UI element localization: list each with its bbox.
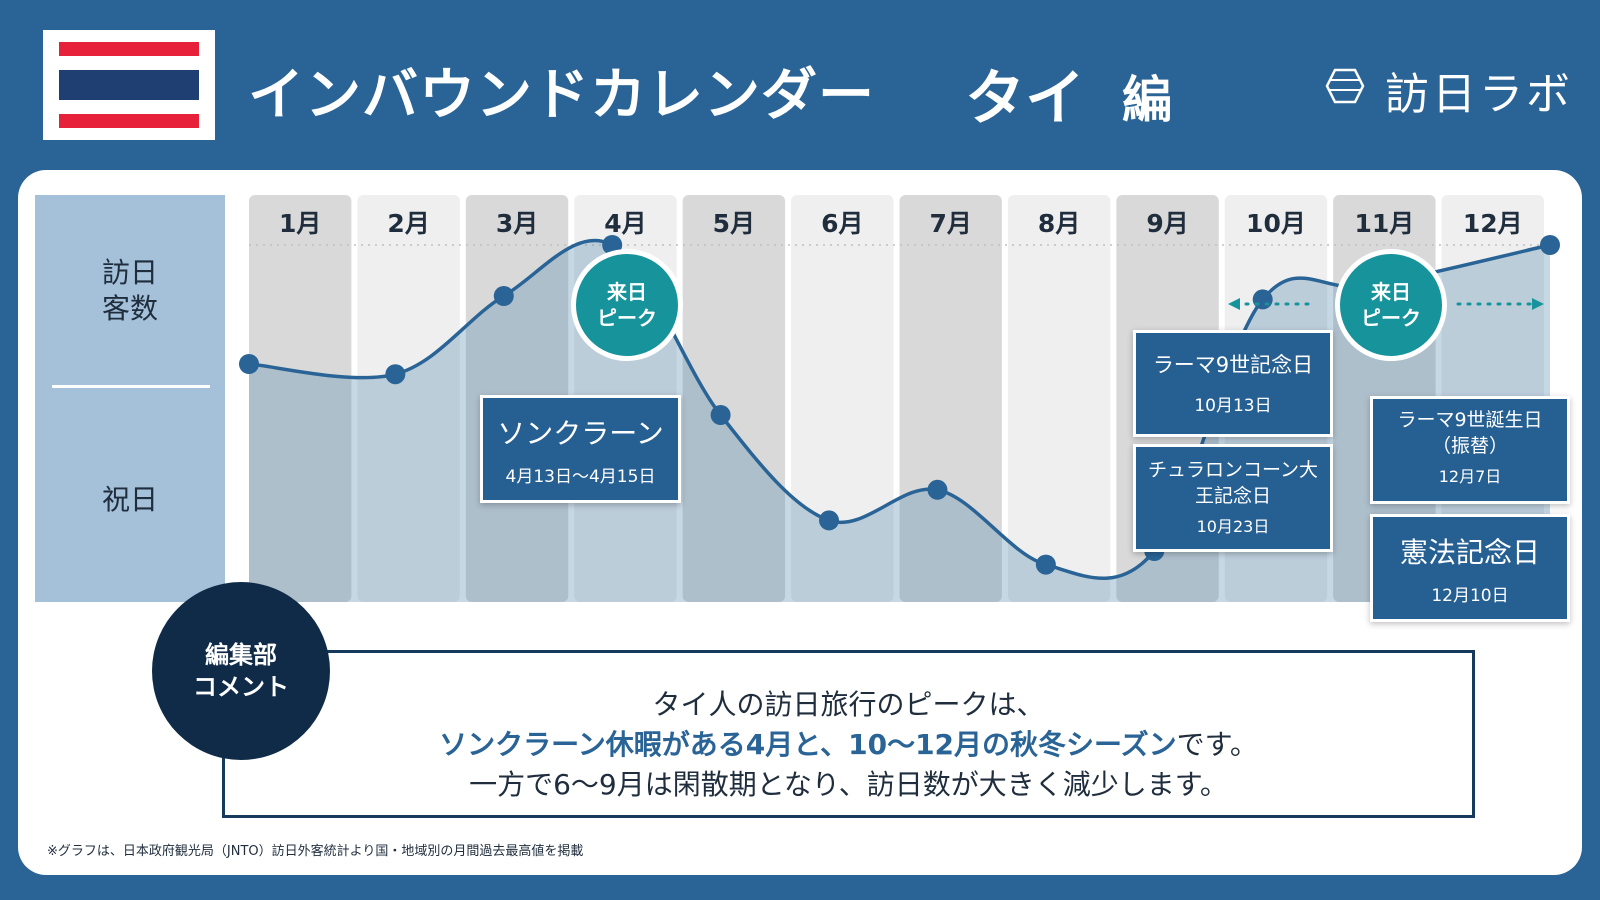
editor-comment-badge: 編集部 コメント bbox=[152, 582, 330, 760]
thailand-flag-icon bbox=[43, 30, 215, 140]
comment-line-2: ソンクラーン休暇がある4月と、10〜12月の秋冬シーズンです。 bbox=[225, 723, 1472, 763]
row-labels-column bbox=[35, 195, 225, 602]
month-column bbox=[791, 195, 894, 602]
event-name: ラーマ9世誕生日（振替） bbox=[1397, 409, 1543, 457]
event-name: ソンクラーン bbox=[497, 417, 664, 450]
month-column bbox=[899, 195, 1002, 602]
event-name: チュラロンコーン大王記念日 bbox=[1147, 459, 1319, 507]
month-label: 5月 bbox=[713, 209, 755, 238]
comment-line-2-tail: です。 bbox=[1176, 728, 1258, 761]
editor-badge-text: コメント bbox=[193, 673, 289, 701]
page-title: インバウンドカレンダー bbox=[248, 63, 875, 128]
event-constitution-day: 憲法記念日 12月10日 bbox=[1370, 514, 1570, 622]
comment-line-1: タイ人の訪日旅行のピークは、 bbox=[652, 688, 1045, 721]
month-label: 2月 bbox=[387, 209, 429, 238]
event-date: 10月13日 bbox=[1194, 396, 1272, 416]
title-suffix: 編 bbox=[1122, 71, 1172, 129]
data-point-6月 bbox=[819, 510, 840, 531]
label-divider bbox=[52, 385, 210, 388]
logo-text: 訪日ラボ bbox=[1385, 69, 1573, 120]
flag-stripe-blue bbox=[59, 70, 199, 100]
peak-badge-text: ピーク bbox=[1361, 306, 1421, 330]
event-rama9-birthday: ラーマ9世誕生日（振替） 12月7日 bbox=[1370, 396, 1570, 504]
event-songkran: ソンクラーン 4月13日〜4月15日 bbox=[480, 395, 681, 503]
peak-badge-text: 来日 bbox=[1371, 280, 1411, 304]
event-date: 10月23日 bbox=[1196, 517, 1270, 536]
visitors-label-line1: 訪日 bbox=[101, 256, 158, 289]
month-label: 7月 bbox=[930, 209, 972, 238]
data-point-8月 bbox=[1035, 554, 1056, 575]
event-date: 12月7日 bbox=[1438, 467, 1502, 486]
month-column bbox=[357, 195, 460, 602]
visitors-label-line2: 客数 bbox=[101, 292, 158, 325]
editor-badge-text: 編集部 bbox=[205, 641, 277, 669]
month-column bbox=[1007, 195, 1111, 602]
event-date: 12月10日 bbox=[1431, 586, 1509, 606]
peak-badge-april: 来日 ピーク bbox=[571, 249, 683, 361]
data-point-10月 bbox=[1252, 289, 1273, 310]
peak-badge-november: 来日 ピーク bbox=[1335, 249, 1447, 361]
data-point-12月 bbox=[1540, 235, 1560, 255]
month-label: 8月 bbox=[1038, 209, 1080, 238]
country-name: タイ bbox=[965, 64, 1085, 134]
peak-badge-text: 来日 bbox=[607, 280, 647, 304]
event-rama9-memorial: ラーマ9世記念日 10月13日 bbox=[1133, 330, 1333, 437]
month-column bbox=[682, 195, 786, 602]
event-date: 4月13日〜4月15日 bbox=[505, 467, 656, 487]
data-point-2月 bbox=[385, 364, 406, 385]
footnote: ※グラフは、日本政府観光局（JNTO）訪日外客統計より国・地域別の月間過去最高値… bbox=[47, 844, 584, 859]
hexagon-logo-icon bbox=[1325, 68, 1365, 104]
arrow-right-head bbox=[1532, 298, 1544, 310]
editor-comment-box: タイ人の訪日旅行のピークは、 ソンクラーン休暇がある4月と、10〜12月の秋冬シ… bbox=[222, 650, 1475, 818]
month-label: 4月 bbox=[604, 209, 646, 238]
event-chulalongkorn-day: チュラロンコーン大王記念日 10月23日 bbox=[1133, 444, 1333, 552]
month-label: 11月 bbox=[1354, 209, 1414, 238]
event-name: 憲法記念日 bbox=[1399, 536, 1540, 569]
data-point-3月 bbox=[493, 286, 514, 306]
month-label: 6月 bbox=[821, 209, 863, 238]
comment-line-3: 一方で6〜9月は閑散期となり、訪日数が大きく減少します。 bbox=[469, 768, 1228, 801]
arrow-left-head bbox=[1228, 298, 1240, 310]
visitors-row-label: 訪日 客数 bbox=[35, 255, 225, 327]
data-point-5月 bbox=[710, 405, 731, 425]
month-label: 1月 bbox=[279, 209, 321, 238]
month-label: 10月 bbox=[1246, 209, 1306, 238]
data-point-1月 bbox=[239, 354, 259, 374]
comment-highlight: ソンクラーン休暇がある4月と、10〜12月の秋冬シーズン bbox=[439, 728, 1177, 761]
month-label: 12月 bbox=[1463, 209, 1523, 238]
month-label: 3月 bbox=[496, 209, 538, 238]
peak-badge-text: ピーク bbox=[597, 306, 657, 330]
holiday-row-label: 祝日 bbox=[101, 483, 158, 516]
data-point-7月 bbox=[927, 479, 948, 500]
month-column bbox=[249, 195, 352, 602]
flag-stripe-red-top bbox=[59, 42, 199, 56]
flag-stripe-red-bottom bbox=[59, 114, 199, 128]
month-label: 9月 bbox=[1146, 209, 1188, 238]
event-name: ラーマ9世記念日 bbox=[1152, 353, 1314, 377]
